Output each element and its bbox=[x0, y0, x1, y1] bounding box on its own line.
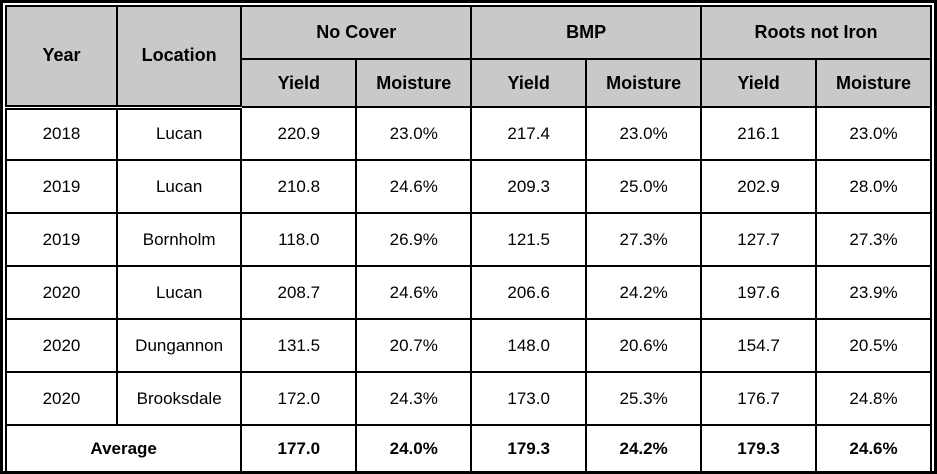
year-cell: 2018 bbox=[5, 106, 118, 161]
average-bmp-moisture-cell: 24.2% bbox=[585, 424, 703, 474]
roots-moisture-cell: 20.5% bbox=[815, 318, 932, 373]
header-location: Location bbox=[115, 5, 243, 110]
table-header: Year Location No Cover BMP Roots not Iro… bbox=[5, 5, 932, 110]
roots-moisture-cell: 23.0% bbox=[815, 106, 932, 161]
table-row: 2020 Dungannon 131.5 20.7% 148.0 20.6% 1… bbox=[5, 318, 932, 373]
no-cover-moisture-cell: 24.3% bbox=[355, 371, 473, 426]
location-cell: Lucan bbox=[115, 265, 243, 320]
year-cell: 2020 bbox=[5, 265, 118, 320]
location-cell: Brooksdale bbox=[115, 371, 243, 426]
location-cell: Dungannon bbox=[115, 318, 243, 373]
no-cover-moisture-cell: 26.9% bbox=[355, 212, 473, 267]
roots-yield-cell: 127.7 bbox=[700, 212, 818, 267]
header-group-roots-not-iron: Roots not Iron bbox=[700, 5, 932, 60]
roots-yield-cell: 216.1 bbox=[700, 106, 818, 161]
bmp-moisture-cell: 25.3% bbox=[585, 371, 703, 426]
no-cover-yield-cell: 210.8 bbox=[240, 159, 358, 214]
location-cell: Lucan bbox=[115, 106, 243, 161]
average-roots-yield-cell: 179.3 bbox=[700, 424, 818, 474]
bmp-yield-cell: 209.3 bbox=[470, 159, 588, 214]
average-no-cover-yield-cell: 177.0 bbox=[240, 424, 358, 474]
table-body: 2018 Lucan 220.9 23.0% 217.4 23.0% 216.1… bbox=[4, 106, 932, 474]
table-row: 2019 Lucan 210.8 24.6% 209.3 25.0% 202.9… bbox=[5, 159, 932, 214]
year-cell: 2019 bbox=[5, 212, 118, 267]
average-row: Average 177.0 24.0% 179.3 24.2% 179.3 24… bbox=[4, 424, 932, 474]
no-cover-yield-cell: 118.0 bbox=[240, 212, 358, 267]
header-no-cover-moisture: Moisture bbox=[355, 58, 473, 108]
roots-yield-cell: 176.7 bbox=[700, 371, 818, 426]
average-bmp-yield-cell: 179.3 bbox=[470, 424, 588, 474]
bmp-yield-cell: 217.4 bbox=[470, 106, 588, 161]
roots-moisture-cell: 27.3% bbox=[815, 212, 932, 267]
average-no-cover-moisture-cell: 24.0% bbox=[355, 424, 473, 474]
roots-yield-cell: 154.7 bbox=[700, 318, 818, 373]
bmp-moisture-cell: 27.3% bbox=[585, 212, 703, 267]
bmp-yield-cell: 148.0 bbox=[470, 318, 588, 373]
bmp-moisture-cell: 20.6% bbox=[585, 318, 703, 373]
no-cover-moisture-cell: 23.0% bbox=[355, 106, 473, 161]
roots-moisture-cell: 24.8% bbox=[815, 371, 932, 426]
header-bmp-yield: Yield bbox=[470, 58, 588, 108]
header-group-no-cover: No Cover bbox=[240, 5, 473, 60]
table-row: 2020 Lucan 208.7 24.6% 206.6 24.2% 197.6… bbox=[5, 265, 932, 320]
bmp-yield-cell: 173.0 bbox=[470, 371, 588, 426]
header-group-row: Year Location No Cover BMP Roots not Iro… bbox=[5, 5, 932, 110]
bmp-moisture-cell: 23.0% bbox=[585, 106, 703, 161]
table-row: 2018 Lucan 220.9 23.0% 217.4 23.0% 216.1… bbox=[5, 106, 932, 161]
no-cover-moisture-cell: 24.6% bbox=[355, 265, 473, 320]
header-year: Year bbox=[5, 5, 118, 110]
average-roots-moisture-cell: 24.6% bbox=[815, 424, 932, 474]
no-cover-moisture-cell: 24.6% bbox=[355, 159, 473, 214]
header-sub-row: Yield Moisture Yield Moisture Yield Mois… bbox=[6, 58, 932, 108]
header-roots-moisture: Moisture bbox=[815, 58, 932, 108]
yield-moisture-table: Year Location No Cover BMP Roots not Iro… bbox=[4, 5, 932, 474]
roots-moisture-cell: 28.0% bbox=[815, 159, 932, 214]
average-label-cell: Average bbox=[4, 424, 243, 474]
roots-yield-cell: 202.9 bbox=[700, 159, 818, 214]
no-cover-yield-cell: 208.7 bbox=[240, 265, 358, 320]
header-roots-yield: Yield bbox=[700, 58, 818, 108]
bmp-moisture-cell: 24.2% bbox=[585, 265, 703, 320]
bmp-yield-cell: 206.6 bbox=[470, 265, 588, 320]
header-bmp-moisture: Moisture bbox=[585, 58, 703, 108]
location-cell: Lucan bbox=[115, 159, 243, 214]
table-row: 2020 Brooksdale 172.0 24.3% 173.0 25.3% … bbox=[5, 371, 932, 426]
header-no-cover-yield: Yield bbox=[240, 58, 358, 108]
no-cover-moisture-cell: 20.7% bbox=[355, 318, 473, 373]
no-cover-yield-cell: 172.0 bbox=[240, 371, 358, 426]
roots-moisture-cell: 23.9% bbox=[815, 265, 932, 320]
no-cover-yield-cell: 220.9 bbox=[240, 106, 358, 161]
year-cell: 2019 bbox=[5, 159, 118, 214]
table-row: 2019 Bornholm 118.0 26.9% 121.5 27.3% 12… bbox=[5, 212, 932, 267]
no-cover-yield-cell: 131.5 bbox=[240, 318, 358, 373]
location-cell: Bornholm bbox=[115, 212, 243, 267]
year-cell: 2020 bbox=[5, 318, 118, 373]
header-group-bmp: BMP bbox=[470, 5, 703, 60]
year-cell: 2020 bbox=[5, 371, 118, 426]
bmp-yield-cell: 121.5 bbox=[470, 212, 588, 267]
roots-yield-cell: 197.6 bbox=[700, 265, 818, 320]
bmp-moisture-cell: 25.0% bbox=[585, 159, 703, 214]
